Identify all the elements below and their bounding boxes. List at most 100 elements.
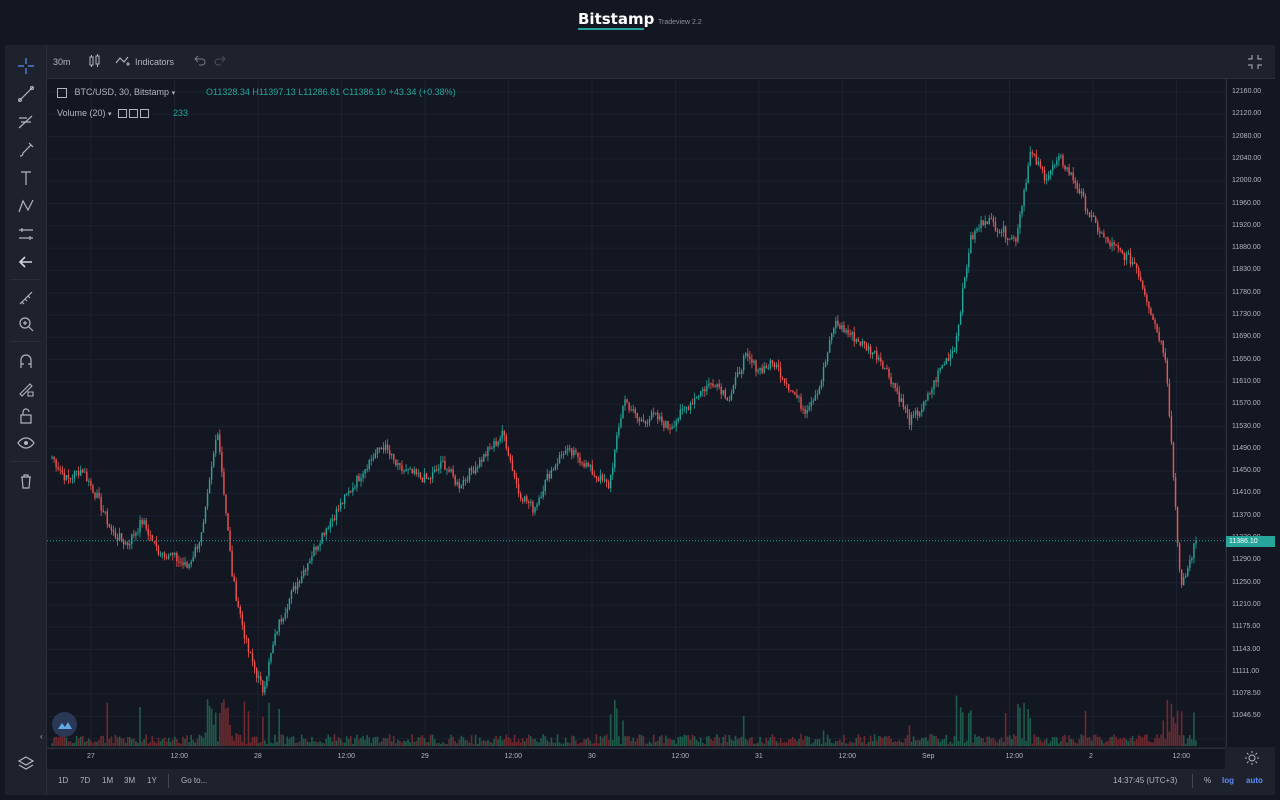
candle-body: [198, 542, 201, 549]
zoom-in-icon[interactable]: [15, 313, 37, 335]
candle-body: [816, 394, 819, 396]
visibility-icon[interactable]: [118, 109, 128, 119]
candle-body: [526, 496, 528, 502]
volume-bar: [347, 738, 350, 746]
volume-bar: [646, 743, 649, 746]
trend-line-icon[interactable]: [15, 83, 37, 105]
text-tool-icon[interactable]: [15, 167, 37, 189]
toolbar-divider: [10, 341, 41, 342]
candle-body: [620, 417, 622, 427]
volume-bar: [268, 702, 270, 746]
legend-collapse-icon[interactable]: [57, 87, 67, 98]
lock-drawings-icon[interactable]: [15, 377, 37, 399]
volume-legend[interactable]: Volume (20) ▾: [57, 108, 151, 119]
price-chart[interactable]: [47, 79, 1225, 747]
candle-body: [847, 330, 849, 334]
candle-body: [818, 388, 821, 395]
candle-body: [145, 520, 147, 529]
tradingview-logo-icon[interactable]: [52, 712, 77, 737]
candle-body: [685, 407, 688, 409]
gear-icon[interactable]: [1245, 751, 1259, 770]
candle-body: [650, 412, 653, 419]
candle-body: [822, 366, 825, 381]
log-toggle[interactable]: log: [1222, 776, 1234, 785]
candle-body: [1082, 191, 1085, 196]
volume-bar: [120, 738, 123, 746]
range-3m-button[interactable]: 3M: [124, 776, 136, 785]
volume-bar: [611, 739, 614, 746]
volume-bar: [634, 741, 637, 746]
candle-type-icon[interactable]: [88, 54, 102, 73]
candle-body: [239, 606, 242, 615]
brush-icon[interactable]: [15, 139, 37, 161]
candle-body: [270, 653, 272, 662]
time-axis[interactable]: 27 12:00 28 12:00 29 12:00 30 12:00 31 12:00 Sep 12…: [47, 748, 1225, 769]
candle-body: [1049, 170, 1052, 175]
candle-body: [1158, 331, 1160, 341]
close-icon[interactable]: [140, 109, 150, 119]
candle-body: [775, 364, 778, 368]
settings-icon[interactable]: [129, 109, 139, 119]
layers-icon[interactable]: [15, 753, 37, 775]
volume-bar: [890, 738, 892, 746]
volume-bar: [317, 742, 319, 746]
volume-bar: [785, 742, 788, 746]
candle-body: [587, 462, 589, 467]
candle-body: [405, 469, 407, 471]
volume-bar: [562, 743, 565, 746]
volume-bar: [1056, 737, 1058, 746]
candlestick-chart[interactable]: [47, 79, 1225, 747]
candle-body: [472, 470, 475, 474]
back-arrow-icon[interactable]: [15, 251, 37, 273]
volume-bar: [1025, 740, 1027, 746]
indicators-button[interactable]: Indicators: [135, 57, 175, 67]
volume-bar: [182, 736, 184, 746]
candle-body: [1072, 172, 1074, 181]
prediction-tool-icon[interactable]: [15, 223, 37, 245]
volume-bar: [671, 740, 673, 746]
fib-tool-icon[interactable]: [15, 111, 37, 133]
fullscreen-icon[interactable]: [1247, 54, 1263, 75]
volume-bar: [196, 738, 199, 746]
range-1d-button[interactable]: 1D: [58, 776, 69, 785]
volume-bar: [554, 742, 557, 746]
candle-body: [1115, 244, 1117, 246]
candle-body: [747, 353, 749, 357]
lock-icon[interactable]: [15, 405, 37, 427]
eye-icon[interactable]: [15, 432, 37, 454]
pattern-tool-icon[interactable]: [15, 195, 37, 217]
volume-bar: [1178, 735, 1181, 746]
candle-body: [1164, 352, 1166, 361]
price-axis[interactable]: 12160.00 12120.00 12080.00 12040.00 12000.00…: [1226, 79, 1276, 747]
candle-body: [788, 384, 790, 391]
range-1y-button[interactable]: 1Y: [147, 776, 157, 785]
price-tick-label: 11078.50: [1232, 690, 1261, 698]
candle-body: [755, 360, 757, 372]
chevron-down-icon[interactable]: ▾: [108, 111, 112, 118]
candle-body: [792, 391, 794, 393]
percent-toggle[interactable]: %: [1204, 776, 1212, 785]
volume-bar: [225, 708, 227, 746]
volume-bar: [145, 734, 147, 746]
magnet-icon[interactable]: [15, 350, 37, 372]
range-7d-button[interactable]: 7D: [80, 776, 91, 785]
auto-toggle[interactable]: auto: [1246, 776, 1263, 785]
candle-body: [231, 550, 233, 577]
volume-bar: [98, 739, 100, 746]
ruler-icon[interactable]: [15, 287, 37, 309]
volume-bar: [536, 741, 538, 746]
collapse-arrow-icon[interactable]: ‹: [40, 732, 43, 741]
goto-button[interactable]: Go to...: [181, 776, 208, 785]
interval-selector[interactable]: 30m: [53, 57, 71, 67]
volume-bar: [198, 734, 201, 746]
chevron-down-icon[interactable]: ▾: [171, 90, 176, 97]
trash-icon[interactable]: [15, 470, 37, 492]
crosshair-icon[interactable]: [15, 55, 37, 77]
undo-icon[interactable]: [193, 54, 207, 73]
candle-body: [1180, 569, 1183, 586]
redo-icon[interactable]: [213, 54, 227, 73]
range-1m-button[interactable]: 1M: [102, 776, 114, 785]
volume-bar: [767, 740, 770, 746]
indicators-icon[interactable]: [115, 54, 131, 73]
symbol-legend[interactable]: BTC/USD, 30, Bitstamp ▾: [57, 87, 175, 98]
